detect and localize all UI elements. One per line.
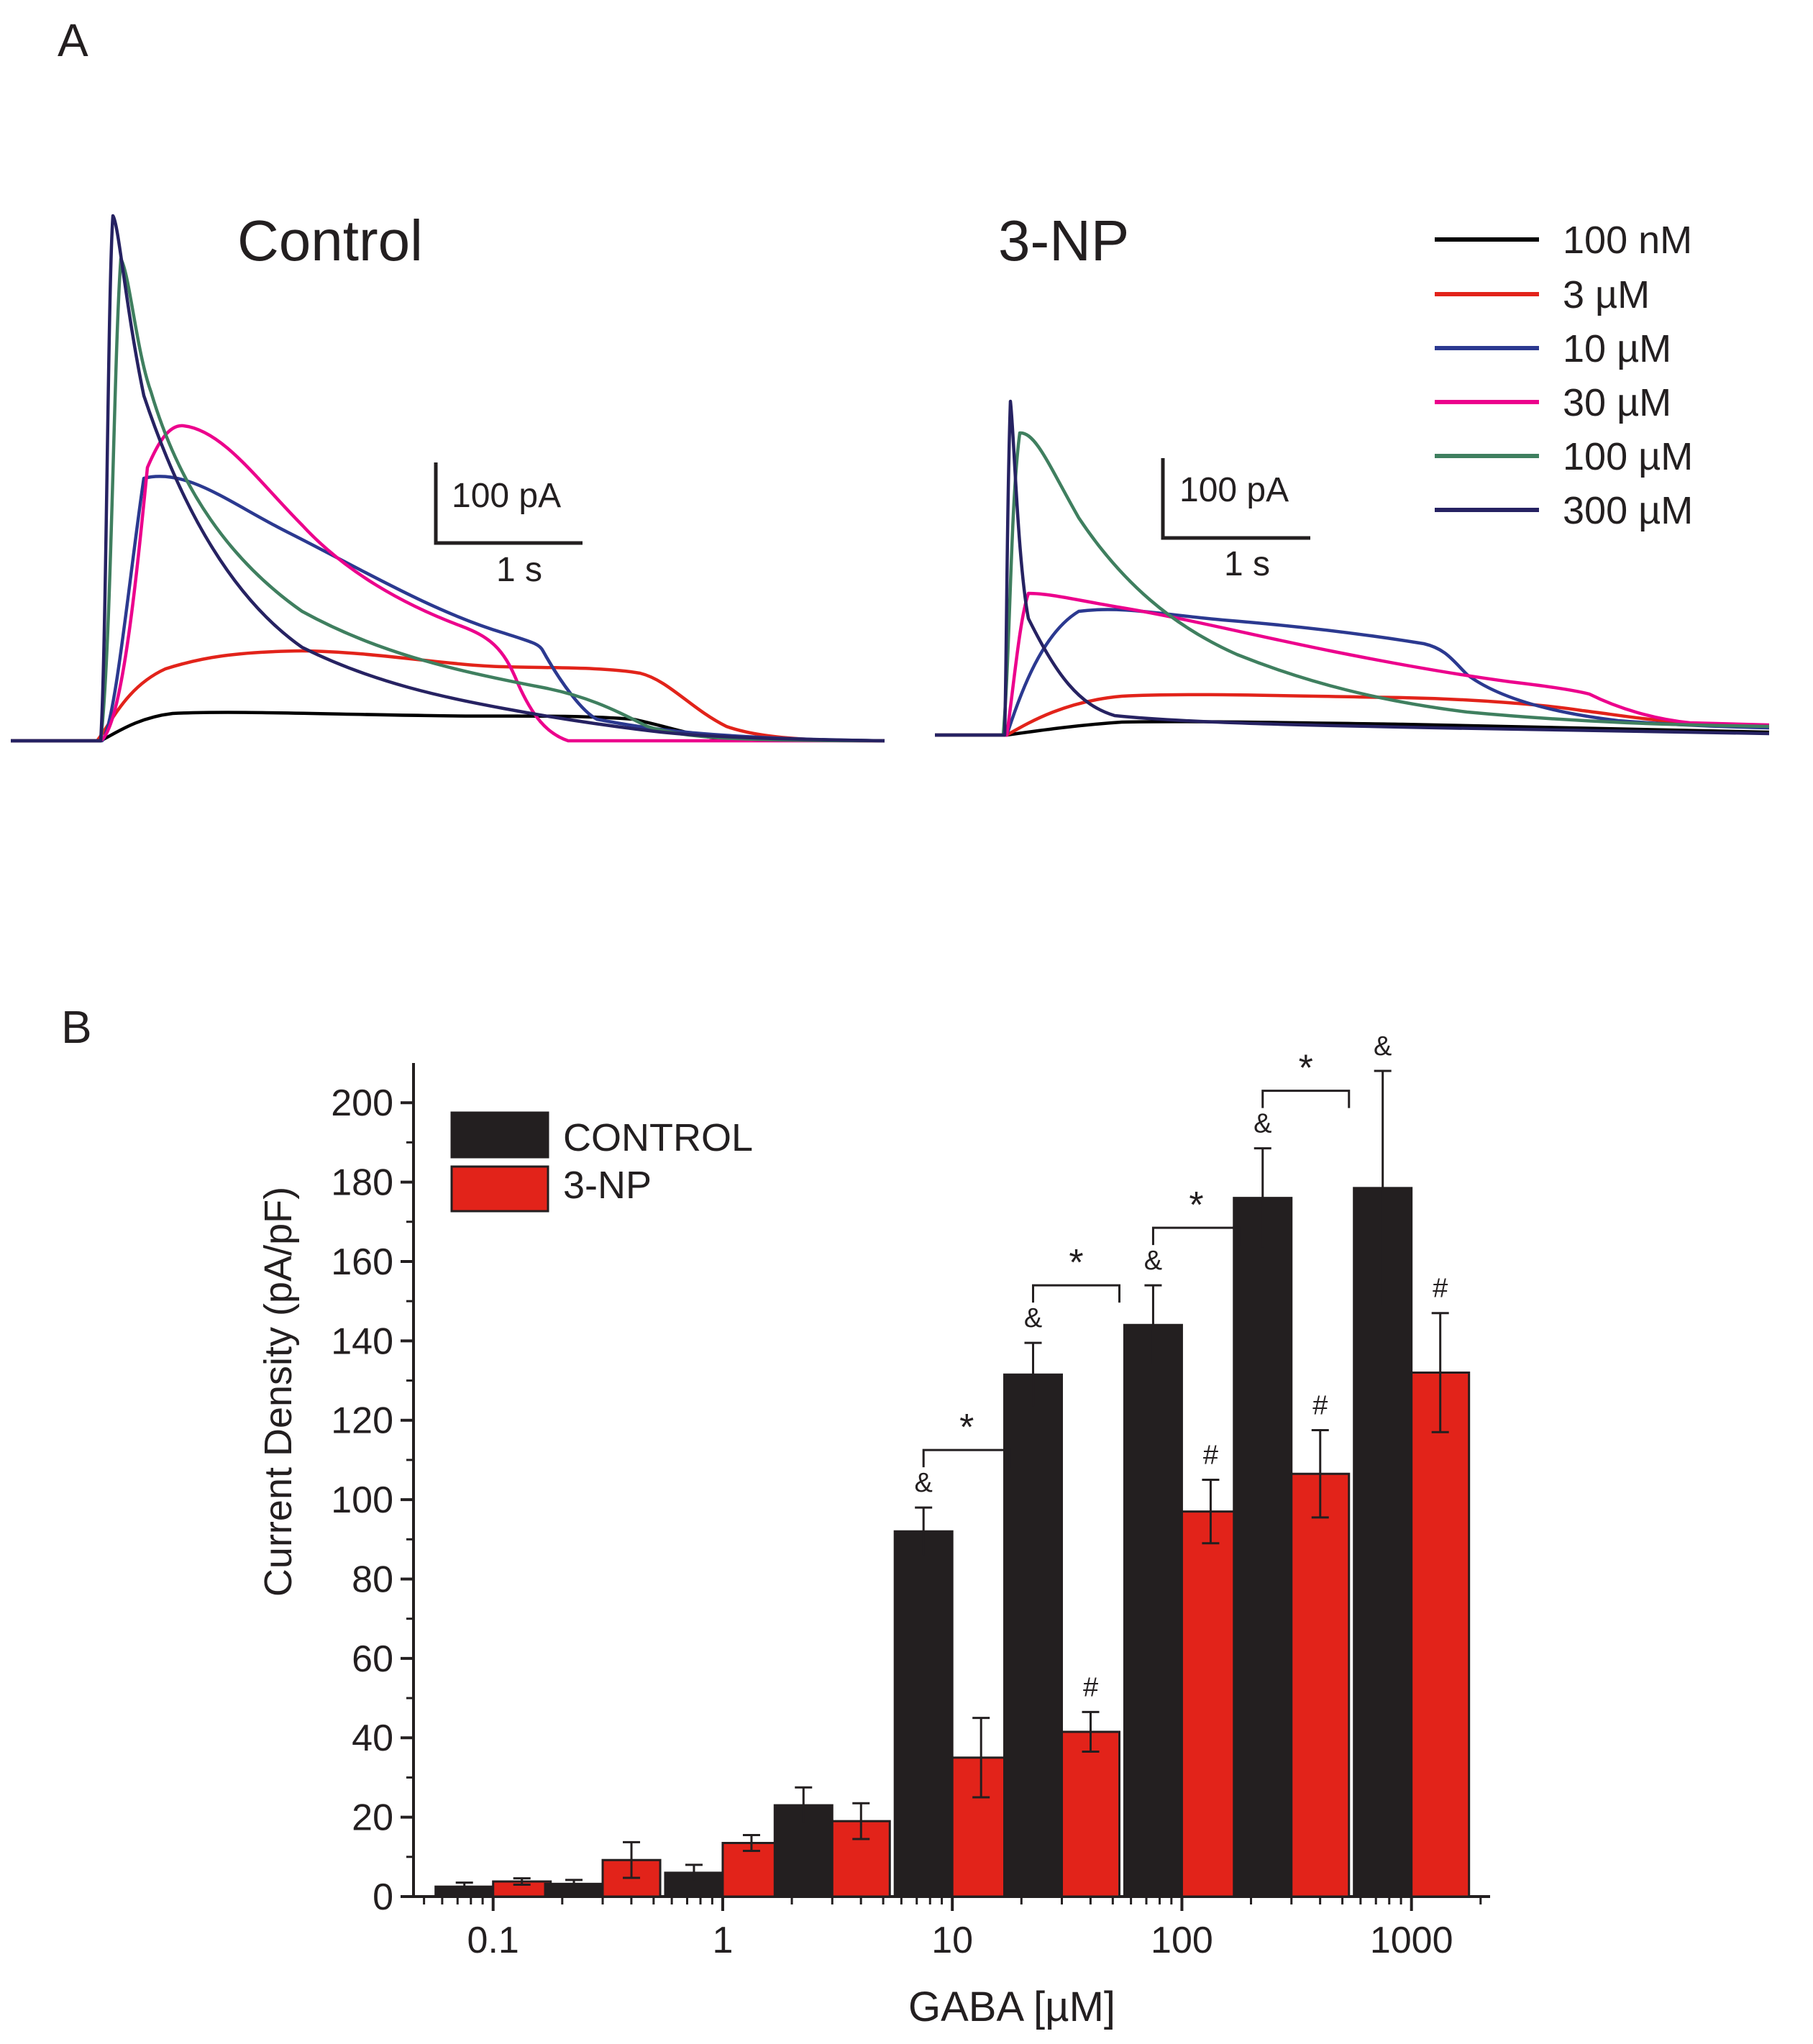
np-trace-10uM bbox=[935, 608, 1770, 737]
np-traces bbox=[935, 399, 1770, 737]
significance-mark-control: & bbox=[1144, 1246, 1162, 1276]
significance-mark-3np: # bbox=[1083, 1672, 1098, 1702]
bar-3np bbox=[1290, 1472, 1351, 1898]
control-scale-current: 100 pA bbox=[452, 477, 561, 515]
np-trace-300uM bbox=[935, 399, 1770, 737]
x-tick-label: 1 bbox=[712, 1920, 733, 1961]
y-tick-label: 100 bbox=[331, 1479, 393, 1521]
legend-label-3uM: 3 µM bbox=[1563, 273, 1650, 316]
significance-mark-3np: # bbox=[1312, 1391, 1328, 1421]
y-tick-label: 40 bbox=[352, 1717, 393, 1759]
y-tick-label: 80 bbox=[352, 1559, 393, 1600]
y-tick-label: 0 bbox=[373, 1876, 393, 1918]
y-tick-label: 120 bbox=[331, 1400, 393, 1442]
control-trace-100nM bbox=[11, 711, 885, 743]
x-tick-label: 100 bbox=[1151, 1920, 1213, 1961]
trace-legend: 100 nM 3 µM 10 µM 30 µM 100 µM 300 µM bbox=[1435, 219, 1693, 532]
significance-mark-3np: # bbox=[1203, 1441, 1218, 1471]
bar-control bbox=[893, 1530, 954, 1898]
legend-swatch-control bbox=[450, 1111, 549, 1159]
control-trace-30uM bbox=[11, 424, 885, 743]
np-trace-100uM bbox=[935, 431, 1770, 737]
x-axis-label: GABA [µM] bbox=[908, 1984, 1115, 2030]
significance-mark-control: & bbox=[1374, 1031, 1392, 1062]
control-scale-bar: 100 pA 1 s bbox=[434, 462, 583, 589]
panel-a: A Control 3-NP 100 pA 1 s bbox=[11, 14, 1770, 743]
control-trace-3uM bbox=[11, 649, 885, 743]
np-scale-bar: 100 pA 1 s bbox=[1161, 458, 1310, 583]
bar-3np bbox=[1180, 1510, 1241, 1898]
control-trace-10uM bbox=[11, 475, 885, 743]
significance-mark-control: & bbox=[1253, 1109, 1271, 1139]
significance-bracket bbox=[922, 1448, 1011, 1468]
np-scale-current: 100 pA bbox=[1179, 471, 1289, 509]
legend-label-3np: 3-NP bbox=[563, 1164, 652, 1207]
significance-star: * bbox=[1069, 1242, 1083, 1284]
control-trace-100uM bbox=[11, 257, 885, 743]
bar-control bbox=[1003, 1373, 1064, 1898]
panel-a-label: A bbox=[58, 14, 88, 66]
panel-b-label: B bbox=[61, 1001, 92, 1053]
legend-label-100uM: 100 µM bbox=[1563, 435, 1693, 478]
legend-swatch-3np bbox=[450, 1165, 549, 1213]
legend-label-control: CONTROL bbox=[563, 1116, 753, 1159]
np-trace-30uM bbox=[935, 591, 1770, 737]
bar-control bbox=[1233, 1197, 1293, 1898]
significance-star: * bbox=[1299, 1048, 1313, 1090]
y-tick-label: 160 bbox=[331, 1241, 393, 1283]
y-axis-label: Current Density (pA/pF) bbox=[257, 1187, 300, 1597]
legend-label-10uM: 10 µM bbox=[1563, 327, 1671, 370]
x-tick-label: 1000 bbox=[1370, 1920, 1453, 1961]
y-tick-label: 60 bbox=[352, 1638, 393, 1680]
control-trace-300uM bbox=[11, 214, 885, 743]
control-scale-time: 1 s bbox=[496, 551, 542, 589]
y-tick-label: 20 bbox=[352, 1797, 393, 1839]
chart-legend: CONTROL 3-NP bbox=[450, 1111, 753, 1213]
np-scale-time: 1 s bbox=[1224, 545, 1270, 583]
bar-control bbox=[1123, 1323, 1183, 1898]
control-traces bbox=[11, 214, 885, 743]
significance-star: * bbox=[1189, 1185, 1203, 1226]
significance-mark-3np: # bbox=[1433, 1274, 1448, 1304]
significance-mark-control: & bbox=[915, 1468, 933, 1498]
bar-chart: Current Density (pA/pF) GABA [µM] CONTRO… bbox=[257, 1031, 1490, 2030]
bar-3np bbox=[1061, 1730, 1121, 1898]
y-tick-label: 200 bbox=[331, 1082, 393, 1124]
x-tick-label: 0.1 bbox=[467, 1920, 519, 1961]
legend-label-100nM: 100 nM bbox=[1563, 219, 1692, 262]
np-trace-3uM bbox=[935, 693, 1770, 737]
legend-label-30uM: 30 µM bbox=[1563, 381, 1671, 424]
significance-mark-control: & bbox=[1024, 1303, 1042, 1333]
np-title: 3-NP bbox=[998, 209, 1129, 273]
np-trace-100nM bbox=[935, 720, 1770, 737]
x-tick-label: 10 bbox=[931, 1920, 973, 1961]
legend-label-300uM: 300 µM bbox=[1563, 489, 1693, 532]
significance-star: * bbox=[959, 1407, 974, 1448]
y-tick-label: 180 bbox=[331, 1162, 393, 1204]
significance-bracket bbox=[1151, 1226, 1241, 1246]
y-tick-label: 140 bbox=[331, 1320, 393, 1362]
significance-bracket bbox=[1261, 1090, 1351, 1108]
control-title: Control bbox=[237, 209, 423, 273]
significance-bracket bbox=[1032, 1284, 1121, 1303]
bar-3np bbox=[1410, 1371, 1471, 1898]
